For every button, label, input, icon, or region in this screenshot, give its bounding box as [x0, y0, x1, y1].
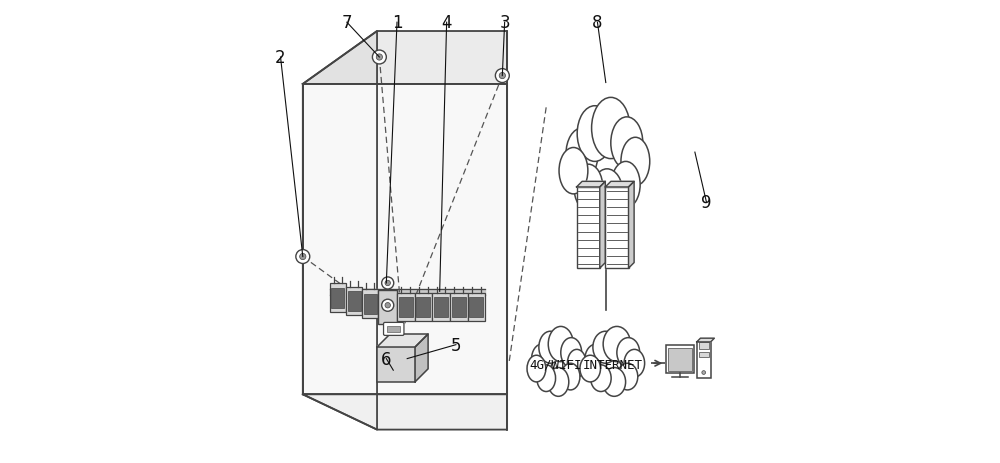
Polygon shape	[303, 394, 507, 430]
Ellipse shape	[532, 344, 552, 374]
Bar	[387, 326, 400, 332]
Bar	[697, 342, 711, 378]
Circle shape	[300, 254, 306, 260]
Text: 5: 5	[451, 336, 461, 354]
Circle shape	[385, 281, 390, 286]
Bar	[699, 343, 709, 349]
Circle shape	[382, 300, 394, 312]
Ellipse shape	[537, 365, 556, 392]
Polygon shape	[415, 334, 428, 382]
Bar	[330, 284, 346, 313]
Ellipse shape	[580, 356, 600, 382]
Bar	[378, 291, 397, 324]
Ellipse shape	[548, 327, 573, 362]
Text: 6: 6	[381, 350, 392, 368]
Ellipse shape	[592, 98, 630, 159]
Circle shape	[702, 371, 706, 375]
Ellipse shape	[574, 165, 603, 211]
Text: 1: 1	[392, 14, 402, 32]
Bar	[362, 290, 378, 319]
Ellipse shape	[624, 350, 645, 377]
Bar	[605, 188, 629, 269]
Ellipse shape	[617, 338, 640, 368]
Text: 8: 8	[592, 14, 603, 32]
Circle shape	[495, 69, 509, 83]
Bar	[668, 348, 692, 371]
Bar	[450, 293, 468, 322]
Polygon shape	[536, 342, 577, 385]
Bar	[377, 347, 415, 382]
Text: 4G/WIFI: 4G/WIFI	[529, 358, 582, 371]
Polygon shape	[303, 32, 507, 85]
Bar	[331, 288, 344, 308]
Polygon shape	[303, 32, 377, 430]
Bar	[452, 297, 466, 318]
Text: 9: 9	[701, 194, 712, 212]
Ellipse shape	[559, 148, 588, 194]
Ellipse shape	[548, 368, 569, 396]
Bar	[415, 293, 432, 322]
Bar	[468, 293, 485, 322]
Ellipse shape	[591, 365, 611, 392]
Polygon shape	[330, 289, 485, 295]
Polygon shape	[577, 182, 605, 188]
Ellipse shape	[566, 129, 598, 181]
Ellipse shape	[603, 368, 626, 396]
FancyBboxPatch shape	[384, 323, 404, 336]
Bar	[699, 352, 709, 357]
Circle shape	[372, 51, 386, 65]
Ellipse shape	[527, 356, 546, 382]
Polygon shape	[600, 182, 605, 269]
Ellipse shape	[561, 363, 580, 390]
Text: 4: 4	[441, 14, 452, 32]
Ellipse shape	[611, 118, 643, 169]
Circle shape	[499, 73, 505, 80]
Bar	[416, 297, 430, 318]
Circle shape	[376, 55, 382, 61]
Text: 7: 7	[342, 14, 352, 32]
Ellipse shape	[567, 350, 586, 377]
Bar	[399, 297, 413, 318]
Ellipse shape	[577, 106, 612, 162]
Bar	[364, 294, 377, 314]
Circle shape	[296, 250, 310, 264]
Ellipse shape	[611, 162, 640, 208]
Bar	[469, 297, 483, 318]
Polygon shape	[377, 334, 428, 347]
Bar	[348, 291, 361, 312]
Polygon shape	[303, 85, 507, 394]
Ellipse shape	[561, 338, 582, 368]
Bar	[666, 345, 694, 374]
Bar	[577, 188, 600, 269]
Bar	[434, 297, 448, 318]
Polygon shape	[629, 182, 634, 269]
Polygon shape	[605, 182, 634, 188]
Ellipse shape	[539, 332, 562, 363]
Text: INTERNET: INTERNET	[582, 358, 642, 371]
Bar	[346, 287, 362, 316]
Text: 3: 3	[499, 14, 510, 32]
Polygon shape	[697, 338, 714, 342]
Ellipse shape	[603, 327, 631, 362]
Ellipse shape	[585, 344, 608, 374]
Text: 2: 2	[275, 49, 286, 67]
Circle shape	[385, 303, 390, 308]
Polygon shape	[572, 125, 636, 199]
Ellipse shape	[591, 169, 623, 219]
Bar	[432, 293, 450, 322]
Ellipse shape	[621, 138, 650, 186]
Ellipse shape	[593, 332, 618, 363]
Ellipse shape	[617, 363, 638, 390]
Bar	[397, 293, 415, 322]
Circle shape	[382, 277, 394, 289]
Polygon shape	[589, 342, 635, 385]
